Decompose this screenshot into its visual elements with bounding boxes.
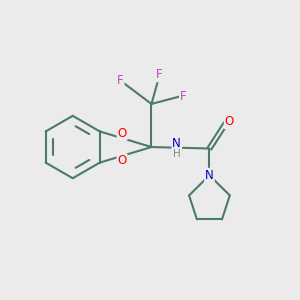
Text: O: O bbox=[117, 154, 127, 167]
Text: F: F bbox=[117, 74, 124, 87]
Text: N: N bbox=[205, 169, 214, 182]
Text: H: H bbox=[173, 148, 181, 159]
Text: O: O bbox=[225, 115, 234, 128]
Text: F: F bbox=[156, 68, 162, 81]
Text: N: N bbox=[172, 137, 181, 150]
Text: F: F bbox=[180, 90, 187, 103]
Text: O: O bbox=[117, 127, 127, 140]
